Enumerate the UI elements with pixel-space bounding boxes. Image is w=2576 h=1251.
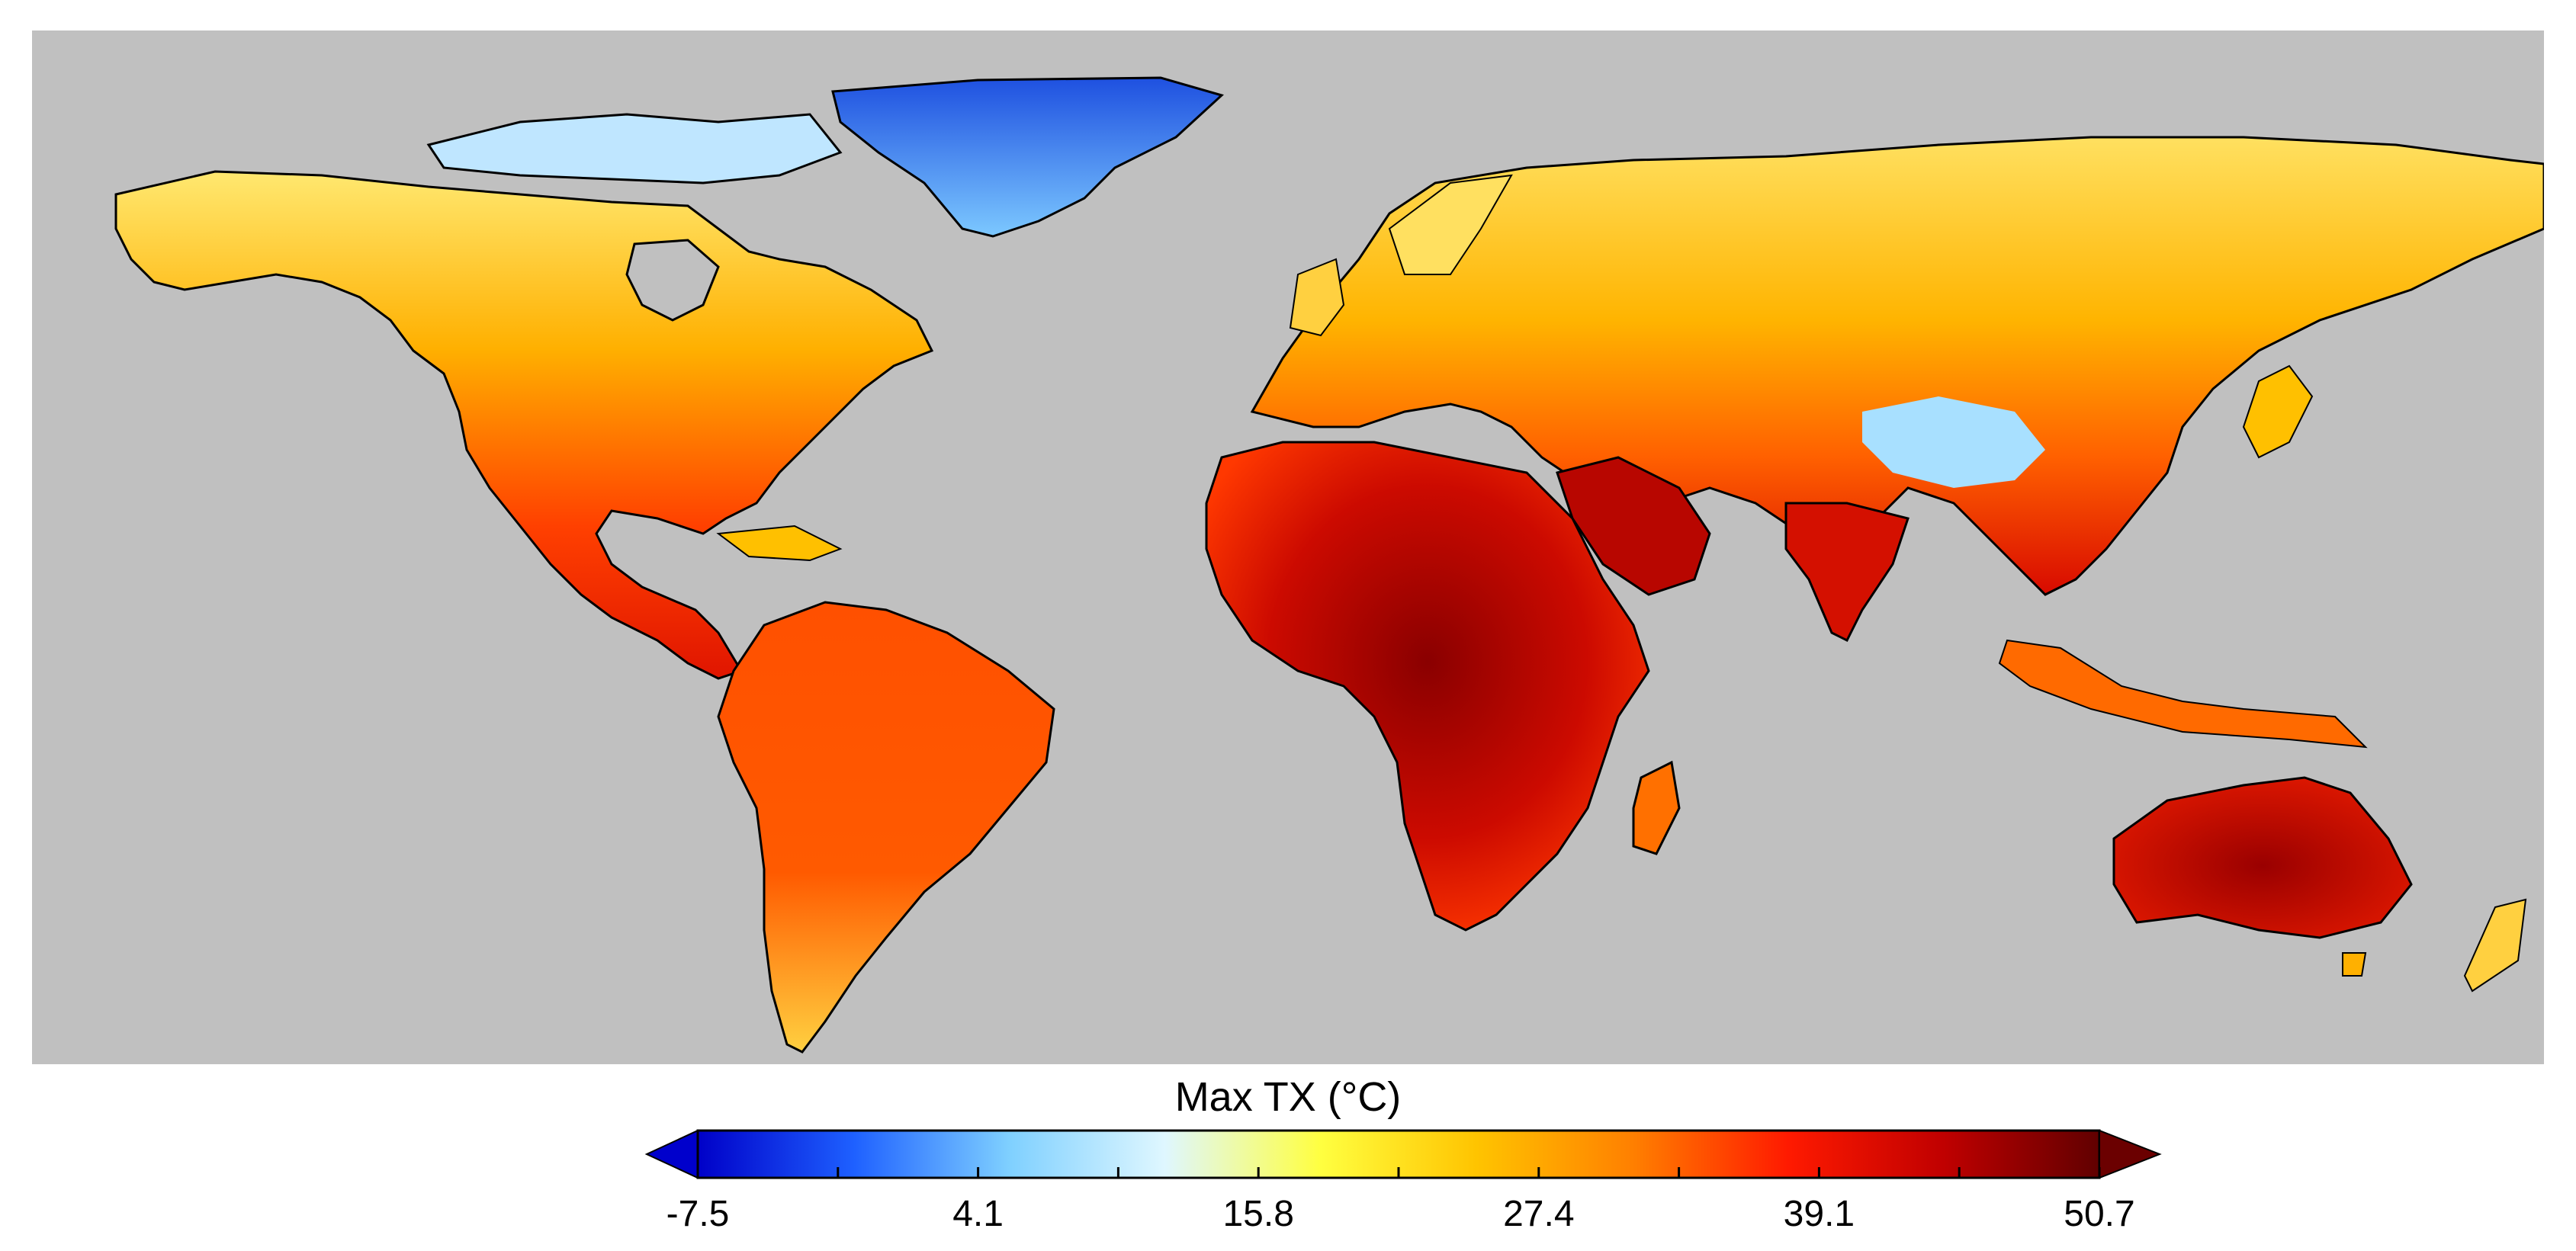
colorbar-ramp [696,1129,2101,1179]
africa [1205,441,1650,932]
colorbar-tick-label: 50.7 [2064,1194,2135,1234]
india [1784,502,1910,643]
overflow-arrow [2099,1129,2162,1179]
tibetan-plateau [1862,396,2045,488]
world-map [114,76,2544,1054]
colorbar-tick-label: 4.1 [952,1194,1004,1234]
new-zealand [2463,898,2527,993]
tasmania [2342,952,2367,977]
arabia [1556,456,1711,596]
indonesia [1998,639,2368,749]
japan [2242,364,2314,459]
scandinavia [1388,174,1513,275]
british-isles [1289,258,1345,337]
madagascar [1632,760,1681,855]
underflow-arrow [644,1129,699,1179]
arctic-islands [426,113,843,184]
greenland [831,76,1224,238]
colorbar-tick-label: -7.5 [666,1194,730,1234]
australia [2112,776,2413,939]
legend-title: Max TX (°C) [1174,1074,1402,1120]
colorbar-tick-label: 15.8 [1222,1194,1294,1234]
caribbean [716,524,843,562]
south-america [717,601,1055,1054]
north-america [114,170,934,680]
hudson-bay [625,239,720,322]
colorbar-tick-label: 39.1 [1783,1194,1855,1234]
map-panel [32,30,2544,1064]
colorbar-tick-label: 27.4 [1503,1194,1575,1234]
